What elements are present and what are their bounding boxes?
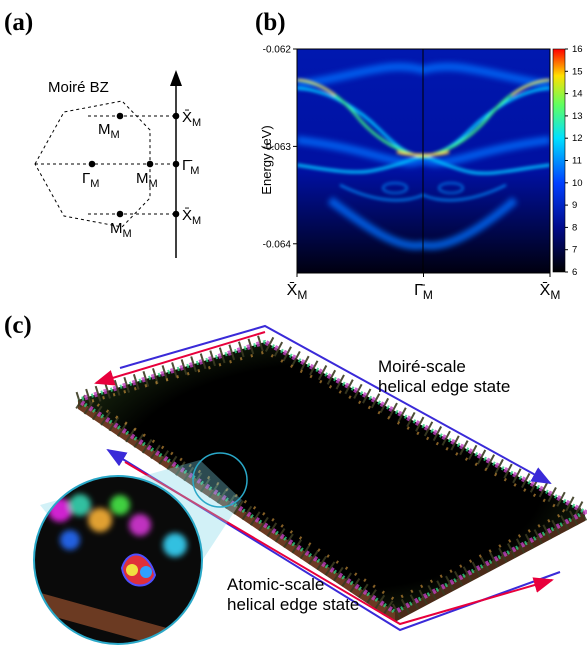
symbol-label: X̄M — [182, 109, 201, 129]
slab — [59, 333, 587, 622]
colorbar-tick-label: 11 — [572, 156, 582, 167]
colorbar-tick-label: 16 — [572, 44, 583, 55]
bz-point — [116, 210, 124, 218]
bz-point — [172, 112, 180, 120]
colorbar-tick-label: 6 — [572, 267, 577, 278]
colorbar-tick-label: 8 — [572, 222, 577, 233]
symbol-sub: M — [149, 178, 158, 190]
colorbar-tick-label: 7 — [572, 245, 577, 256]
symbol-label: ΓM — [82, 170, 99, 190]
colorbar-tick-label: 12 — [572, 133, 583, 144]
y-tick-label: -0.063 — [263, 142, 292, 153]
annotation: Moiré-scale — [378, 357, 466, 376]
colorbar-tick-label: 9 — [572, 200, 577, 211]
annotation: helical edge state — [227, 595, 359, 614]
y-tick-label: -0.062 — [263, 45, 292, 56]
bz-point — [172, 160, 180, 168]
colorbar-tick-label: 15 — [572, 66, 583, 77]
symbol-sub: M — [192, 117, 201, 129]
symbol-label: X̄M — [540, 282, 561, 302]
symbol-main: Γ̄ — [414, 282, 426, 299]
y-tick-label: -0.064 — [263, 239, 292, 250]
symbol-main: M — [110, 220, 123, 237]
symbol-label: Γ̄M — [414, 282, 433, 302]
colorbar — [552, 48, 566, 273]
symbol-sub: M — [190, 165, 199, 177]
symbol-label: X̄M — [287, 282, 308, 302]
symbol-sub: M — [192, 215, 201, 227]
y-axis-label: Energy (eV) — [259, 125, 274, 194]
magnifier — [33, 452, 248, 645]
symbol-sub: M — [111, 129, 120, 141]
symbol-label: MM — [136, 170, 158, 190]
symbol-label: Γ̄M — [182, 157, 199, 177]
bz-point — [116, 112, 124, 120]
symbol-main: X̄ — [182, 109, 192, 126]
symbol-main: Γ̄ — [182, 157, 192, 174]
edge-arrows — [94, 324, 561, 632]
symbol-main: M — [98, 121, 111, 138]
colorbar-tick-label: 13 — [572, 111, 583, 122]
symbol-label: X̄M — [182, 207, 201, 227]
symbol-sub: M — [90, 178, 99, 190]
symbol-label: MM — [98, 121, 120, 141]
bz-point — [146, 160, 154, 168]
symbol-sub: M — [297, 288, 307, 302]
bz-point — [172, 210, 180, 218]
k-axis-arrow — [170, 70, 182, 86]
panel-label: (b) — [255, 9, 286, 36]
colorbar-tick-label: 14 — [572, 89, 583, 100]
symbol-main: X̄ — [182, 207, 192, 224]
heatmap — [297, 49, 550, 273]
bz-point — [88, 160, 96, 168]
annotation: Atomic-scale — [227, 575, 324, 594]
symbol-sub: M — [550, 288, 560, 302]
panel-label: (a) — [4, 9, 33, 36]
colorbar-tick-label: 10 — [572, 178, 583, 189]
symbol-label: MM — [110, 220, 132, 240]
panel-label: (c) — [4, 312, 32, 339]
brillouin-zone — [34, 100, 176, 228]
symbol-sub: M — [423, 288, 433, 302]
symbol-main: X̄ — [540, 282, 551, 299]
symbol-main: X̄ — [287, 282, 298, 299]
symbol-main: M — [136, 170, 149, 187]
symbol-main: Γ — [82, 170, 90, 187]
annotation: helical edge state — [378, 377, 510, 396]
bz-title: Moiré BZ — [48, 79, 109, 96]
symbol-sub: M — [123, 228, 132, 240]
